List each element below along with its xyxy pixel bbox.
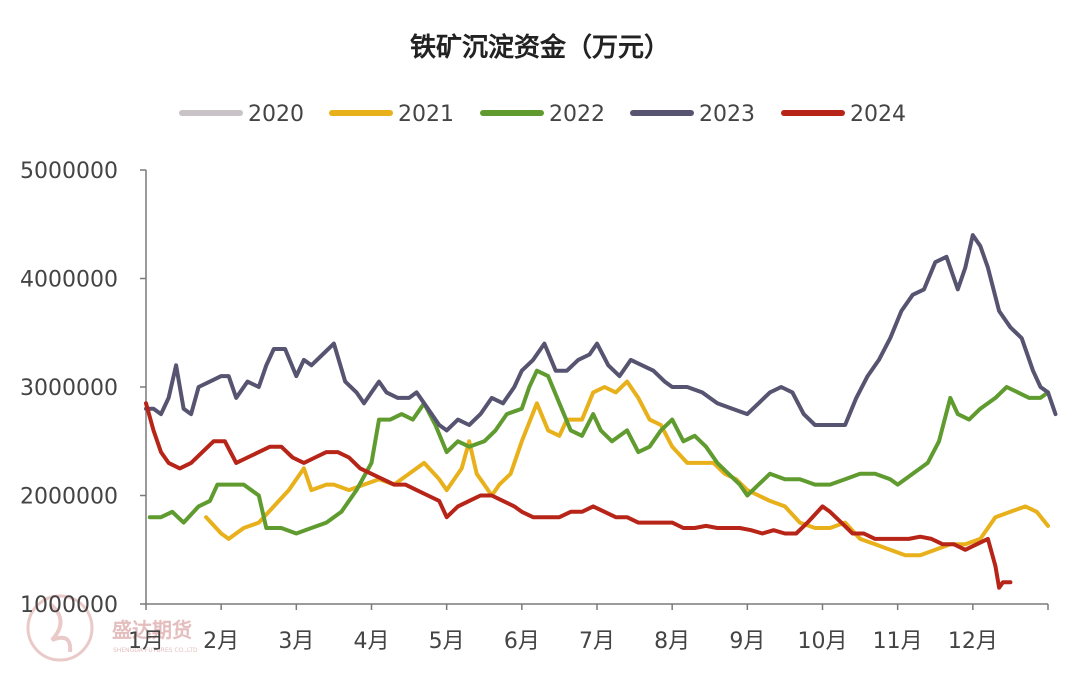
x-tick-label: 4月 bbox=[354, 629, 390, 654]
x-tick-label: 9月 bbox=[729, 629, 765, 654]
watermark-brand: 盛达期货 bbox=[112, 618, 192, 642]
x-tick-label: 12月 bbox=[948, 629, 998, 654]
watermark-logo-mark bbox=[48, 602, 73, 653]
legend-label-2020: 2020 bbox=[248, 102, 304, 127]
series-line-2021 bbox=[204, 379, 1050, 558]
y-tick-label: 2000000 bbox=[20, 485, 118, 510]
x-tick-label: 10月 bbox=[798, 629, 848, 654]
watermark: 盛达期货 SHENGDA FUTURES CO.,LTD bbox=[26, 594, 198, 662]
axes bbox=[140, 169, 1049, 610]
watermark-sub: SHENGDA FUTURES CO.,LTD bbox=[113, 647, 198, 654]
series-line-2023 bbox=[144, 233, 1058, 433]
y-tick-label: 1000000 bbox=[20, 593, 118, 618]
y-tick-label: 5000000 bbox=[20, 159, 118, 184]
x-tick-label: 11月 bbox=[873, 629, 923, 654]
x-tick-label: 2月 bbox=[203, 629, 239, 654]
series-line-2024 bbox=[144, 401, 1013, 590]
x-tick-label: 1月 bbox=[128, 629, 164, 654]
x-tick-label: 7月 bbox=[579, 629, 615, 654]
legend-label-2023: 2023 bbox=[699, 102, 755, 127]
legend-label-2024: 2024 bbox=[850, 102, 906, 127]
series-layer bbox=[144, 233, 1058, 590]
series-line-2022 bbox=[147, 368, 1050, 536]
y-tick-label: 4000000 bbox=[20, 268, 118, 293]
legend-label-2022: 2022 bbox=[549, 102, 605, 127]
legend-label-2021: 2021 bbox=[398, 102, 454, 127]
legend: 2020 2021 2022 2023 2024 bbox=[179, 102, 906, 127]
chart-title: 铁矿沉淀资金（万元） bbox=[410, 32, 670, 63]
x-tick-label: 6月 bbox=[504, 629, 540, 654]
y-tick-label: 3000000 bbox=[20, 376, 118, 401]
x-tick-label: 5月 bbox=[429, 629, 465, 654]
x-tick-label: 8月 bbox=[654, 629, 690, 654]
tick-labels: 1000000 2000000 3000000 4000000 5000000 1月 2月 3… bbox=[20, 159, 998, 654]
x-tick-label: 3月 bbox=[278, 629, 314, 654]
watermark-logo-icon bbox=[26, 594, 94, 662]
